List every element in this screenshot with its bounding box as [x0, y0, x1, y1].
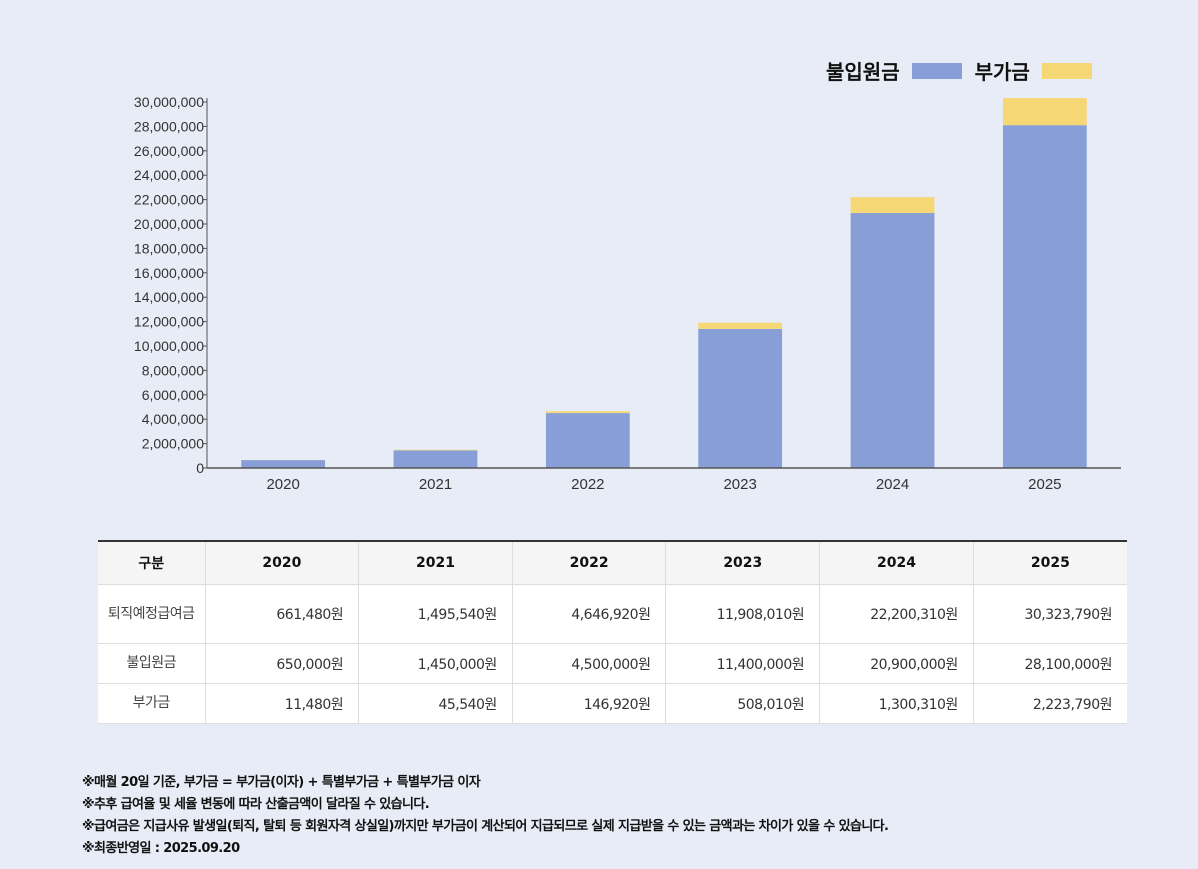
y-tick-label: 22,000,000	[134, 192, 204, 208]
table-cell: 4,500,000원	[512, 643, 667, 684]
legend-label-principal: 불입원금	[826, 60, 900, 84]
y-tick-label: 6,000,000	[142, 387, 204, 403]
data-table: 구분 2020 2021 2022 2023 2024 2025 퇴직예정급여금…	[98, 540, 1127, 724]
row-label: 부가금	[98, 683, 206, 724]
table-row: 부가금 11,480원 45,540원 146,920원 508,010원 1,…	[98, 683, 1127, 724]
y-tick-label: 8,000,000	[142, 362, 204, 378]
y-tick-label: 14,000,000	[134, 289, 204, 305]
bar-principal	[545, 413, 630, 468]
row-label: 불입원금	[98, 643, 206, 684]
table-cell: 508,010원	[665, 683, 821, 724]
table-header-cell: 2022	[512, 540, 667, 585]
footnote: ※추후 급여율 및 세율 변동에 따라 산출금액이 달라질 수 있습니다.	[82, 797, 430, 812]
x-tick-label: 2023	[723, 476, 756, 493]
table-cell: 28,100,000원	[973, 643, 1127, 684]
bar-principal	[393, 450, 478, 468]
y-tick-label: 2,000,000	[142, 436, 204, 452]
table-cell: 20,900,000원	[819, 643, 974, 684]
bar-extra	[1002, 98, 1087, 126]
stacked-bar-chart: 0 2,000,000 4,000,000 6,000,000 8,000,000 10,…	[134, 94, 1121, 493]
table-cell: 1,495,540원	[358, 584, 513, 644]
legend-swatch-extra	[1041, 62, 1092, 79]
y-tick-label: 30,000,000	[134, 94, 204, 110]
bar-extra	[545, 411, 630, 414]
table-cell: 661,480원	[205, 584, 360, 644]
y-tick-label: 12,000,000	[134, 314, 204, 330]
table-header-cell: 2023	[665, 540, 821, 585]
bar-principal	[241, 460, 326, 468]
y-tick-label: 10,000,000	[134, 338, 204, 354]
table-header-row: 구분 2020 2021 2022 2023 2024 2025	[98, 540, 1127, 585]
table-header-cell: 2021	[358, 540, 513, 585]
table-cell: 11,480원	[205, 683, 360, 724]
table-cell: 30,323,790원	[973, 584, 1127, 644]
table-cell: 2,223,790원	[973, 683, 1127, 724]
y-tick-label: 28,000,000	[134, 118, 204, 134]
bar-extra	[393, 449, 478, 451]
table-cell: 1,300,310원	[819, 683, 974, 724]
y-tick-label: 20,000,000	[134, 216, 204, 232]
row-label: 퇴직예정급여금	[98, 584, 206, 644]
bar-series	[241, 98, 1087, 469]
y-tick-label: 0	[196, 460, 204, 476]
table-cell: 11,400,000원	[665, 643, 821, 684]
x-tick-label: 2025	[1028, 476, 1061, 493]
footnote: ※매월 20일 기준, 부가금 = 부가금(이자) + 특별부가금 + 특별부가…	[82, 775, 481, 790]
y-tick-label: 26,000,000	[134, 143, 204, 159]
table-header-cell: 2025	[973, 540, 1127, 585]
footnote: ※급여금은 지급사유 발생일(퇴직, 탈퇴 등 회원자격 상실일)까지만 부가금…	[82, 819, 889, 834]
table-cell: 4,646,920원	[512, 584, 667, 644]
table-cell: 22,200,310원	[819, 584, 974, 644]
bar-extra	[698, 322, 783, 329]
bar-principal	[1002, 125, 1087, 469]
legend-swatch-principal	[911, 62, 962, 79]
y-tick-label: 4,000,000	[142, 411, 204, 427]
table-cell: 45,540원	[358, 683, 513, 724]
legend-label-extra: 부가금	[974, 60, 1030, 84]
x-tick-label: 2020	[266, 476, 299, 493]
footnotes: ※매월 20일 기준, 부가금 = 부가금(이자) + 특별부가금 + 특별부가…	[82, 772, 889, 860]
x-tick-label: 2024	[876, 476, 909, 493]
chart-legend: 불입원금 부가금	[826, 56, 1105, 85]
table-row: 불입원금 650,000원 1,450,000원 4,500,000원 11,4…	[98, 643, 1127, 684]
table-cell: 650,000원	[205, 643, 360, 684]
bar-extra	[850, 197, 935, 214]
table-cell: 146,920원	[512, 683, 667, 724]
x-tick-label: 2022	[571, 476, 604, 493]
x-axis: 2020 2021 2022 2023 2024 2025	[207, 467, 1121, 493]
y-tick-label: 18,000,000	[134, 240, 204, 256]
table-header-cell: 2020	[205, 540, 360, 585]
table-cell: 1,450,000원	[358, 643, 513, 684]
table-row: 퇴직예정급여금 661,480원 1,495,540원 4,646,920원 1…	[98, 584, 1127, 644]
bar-principal	[850, 213, 935, 468]
table-cell: 11,908,010원	[665, 584, 821, 644]
y-tick-label: 16,000,000	[134, 265, 204, 281]
y-axis: 0 2,000,000 4,000,000 6,000,000 8,000,000 10,…	[134, 94, 208, 476]
table-header-cell: 구분	[98, 540, 206, 585]
bar-principal	[698, 328, 783, 468]
y-tick-label: 24,000,000	[134, 167, 204, 183]
footnote: ※최종반영일 : 2025.09.20	[82, 841, 240, 856]
x-tick-label: 2021	[419, 476, 452, 493]
table-header-cell: 2024	[819, 540, 974, 585]
